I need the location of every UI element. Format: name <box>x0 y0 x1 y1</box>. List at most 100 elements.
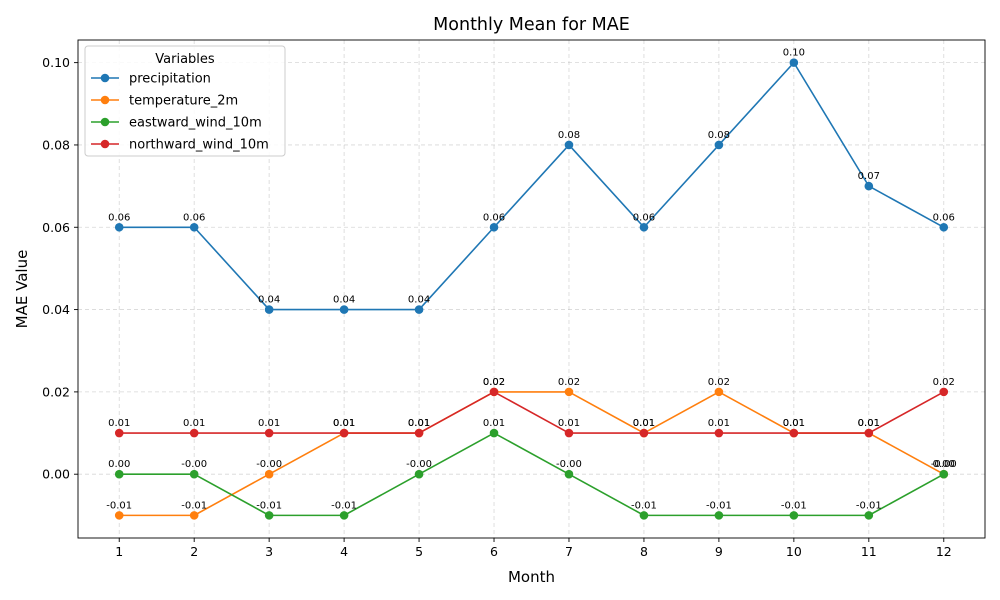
legend-title: Variables <box>155 52 215 67</box>
data-label: -0.01 <box>106 500 132 511</box>
legend-marker <box>100 117 110 127</box>
data-point <box>564 428 574 438</box>
series-precipitation <box>114 58 949 314</box>
series-line <box>119 432 945 517</box>
data-label: 0.01 <box>483 418 505 429</box>
y-axis-label: MAE Value <box>13 250 31 329</box>
x-tick-label: 7 <box>565 544 573 559</box>
data-point <box>789 511 799 520</box>
data-label: 0.06 <box>633 212 655 223</box>
data-point <box>564 140 574 150</box>
data-label: -0.01 <box>631 500 657 511</box>
data-label: 0.04 <box>258 295 280 306</box>
series-group <box>114 58 949 520</box>
data-point <box>264 469 274 479</box>
series-line <box>119 391 945 434</box>
data-point <box>414 428 424 438</box>
legend-label: temperature_2m <box>129 94 238 109</box>
data-label: 0.02 <box>708 377 730 388</box>
x-tick-label: 3 <box>265 544 273 559</box>
data-point <box>564 387 574 397</box>
legend-marker <box>100 95 110 105</box>
axes: 1 2 3 4 5 6 7 8 9 10 11 120.000.020.040.060.080.10 <box>42 55 952 559</box>
x-tick-label: 12 <box>936 544 952 559</box>
data-label: 0.01 <box>633 418 655 429</box>
data-point <box>189 511 199 520</box>
data-point <box>564 469 574 479</box>
data-label: 0.01 <box>783 418 805 429</box>
legend-marker <box>100 139 110 149</box>
data-point <box>189 469 199 479</box>
x-tick-label: 10 <box>786 544 802 559</box>
y-tick-label: 0.00 <box>42 467 70 482</box>
data-point <box>639 511 649 520</box>
data-point <box>714 428 724 438</box>
series-eastward-wind-10m <box>114 428 949 520</box>
x-tick-label: 8 <box>640 544 648 559</box>
y-tick-label: 0.06 <box>42 220 70 235</box>
x-tick-label: 1 <box>115 544 123 559</box>
data-point <box>414 305 424 314</box>
data-point <box>339 511 349 520</box>
data-point <box>939 387 949 397</box>
data-point <box>189 222 199 232</box>
data-label: 0.02 <box>933 377 955 388</box>
data-label: -0.01 <box>856 500 882 511</box>
data-label: -0.01 <box>256 500 282 511</box>
data-label: -0.01 <box>331 500 357 511</box>
data-point <box>339 428 349 438</box>
data-point <box>489 387 499 397</box>
y-tick-label: 0.02 <box>42 384 70 399</box>
data-label: 0.00 <box>108 459 130 470</box>
data-label: 0.07 <box>858 171 880 182</box>
data-label: 0.01 <box>333 418 355 429</box>
plot-frame <box>77 39 986 539</box>
x-tick-label: 5 <box>415 544 423 559</box>
data-point <box>864 511 874 520</box>
data-point <box>714 140 724 150</box>
legend-item-precipitation: precipitation <box>91 72 211 87</box>
data-label: 0.01 <box>108 418 130 429</box>
x-axis-label: Month <box>508 568 555 586</box>
data-point <box>639 428 649 438</box>
series-northward-wind-10m <box>114 387 949 438</box>
data-label: 0.10 <box>783 48 805 59</box>
data-point <box>714 511 724 520</box>
data-label: 0.01 <box>633 418 655 429</box>
data-label: 0.02 <box>483 377 505 388</box>
data-label: 0.02 <box>483 377 505 388</box>
data-point <box>114 222 124 232</box>
data-label: 0.04 <box>333 295 355 306</box>
data-point <box>789 58 799 67</box>
legend-label: precipitation <box>129 72 211 87</box>
data-label: 0.00 <box>933 459 955 470</box>
y-tick-label: 0.04 <box>42 302 70 317</box>
data-label: 0.06 <box>108 212 130 223</box>
data-label: 0.01 <box>408 418 430 429</box>
legend-item-eastward-wind-10m: eastward_wind_10m <box>91 116 262 131</box>
data-point <box>864 428 874 438</box>
legend-label: eastward_wind_10m <box>129 116 262 131</box>
data-point <box>864 181 874 191</box>
data-point <box>489 428 499 438</box>
legend-label: northward_wind_10m <box>129 138 269 153</box>
data-label: -0.00 <box>556 459 582 470</box>
legend-item-northward-wind-10m: northward_wind_10m <box>91 138 269 153</box>
data-label: 0.06 <box>933 212 955 223</box>
data-point <box>114 469 124 479</box>
x-tick-label: 11 <box>861 544 877 559</box>
x-tick-label: 4 <box>340 544 348 559</box>
data-point <box>339 305 349 314</box>
data-point <box>489 222 499 232</box>
data-point <box>639 222 649 232</box>
x-tick-label: 6 <box>490 544 498 559</box>
data-labels: 0.06 0.06 0.04 0.04 0.04 0.06 0.08 0.06 0.08 0.10… <box>106 48 956 512</box>
data-label: 0.08 <box>558 130 580 141</box>
data-point <box>939 469 949 479</box>
data-label: -0.00 <box>256 459 282 470</box>
data-point <box>189 428 199 438</box>
data-point <box>264 511 274 520</box>
data-label: -0.01 <box>781 500 807 511</box>
data-label: 0.02 <box>558 377 580 388</box>
